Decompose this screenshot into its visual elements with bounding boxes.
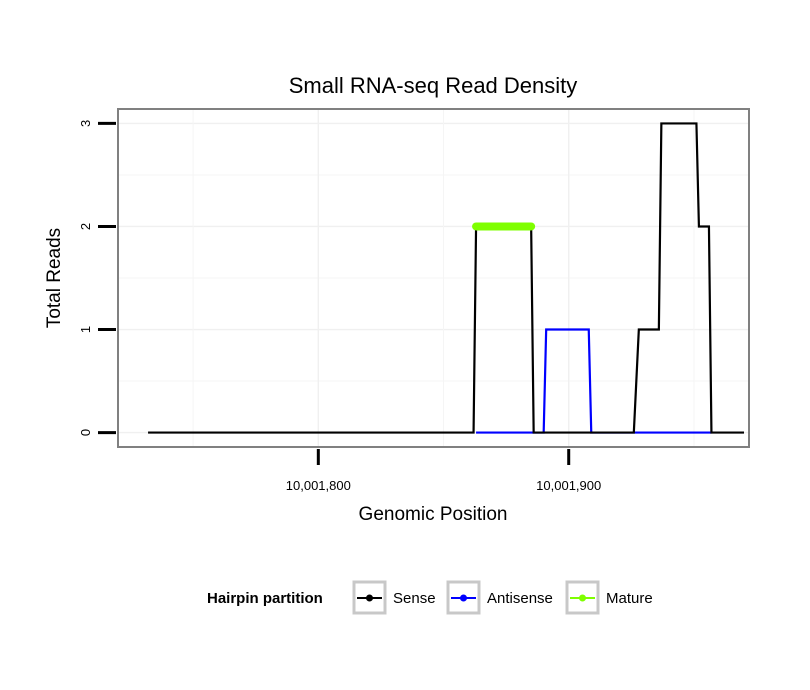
y-axis-title: Total Reads (44, 228, 65, 328)
x-tick-label: 10,001,900 (536, 478, 601, 493)
legend-label-antisense: Antisense (487, 590, 553, 607)
y-tick-label: 3 (78, 120, 93, 127)
axis-ticks: 0 1 2 3 10,001,800 10,001,900 (78, 120, 601, 493)
grid (118, 109, 749, 447)
x-tick-label: 10,001,800 (286, 478, 351, 493)
legend: Hairpin partition Sense Antisense Mature (207, 580, 653, 615)
y-tick-label: 2 (78, 223, 93, 230)
y-tick-label: 0 (78, 429, 93, 436)
legend-entry-mature: Mature (565, 580, 653, 615)
y-tick-label: 1 (78, 326, 93, 333)
legend-entry-sense: Sense (352, 580, 436, 615)
chart-title: Small RNA-seq Read Density (289, 73, 578, 98)
legend-label-mature: Mature (606, 590, 653, 607)
legend-title: Hairpin partition (207, 590, 323, 607)
series-layer (148, 122, 744, 434)
legend-entry-antisense: Antisense (446, 580, 553, 615)
x-axis-title: Genomic Position (359, 504, 508, 525)
legend-label-sense: Sense (393, 590, 436, 607)
plot-panel (117, 108, 750, 448)
